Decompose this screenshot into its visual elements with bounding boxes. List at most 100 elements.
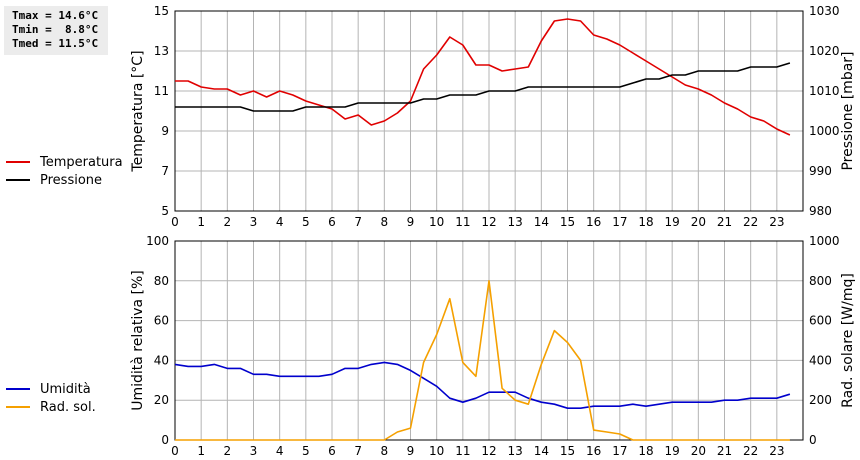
top-xtick-19: 19 [665,215,680,229]
top-ytick-9: 9 [161,124,169,138]
top-xtick-18: 18 [638,215,653,229]
bottom-xtick-14: 14 [534,444,549,458]
top-y2tick-1000: 1000 [809,124,840,138]
top-y2tick-1030: 1030 [809,4,840,18]
top-y2tick-980: 980 [809,204,832,218]
legend-label-rad: Rad. sol. [40,399,96,415]
legend-entry-pressione: Pressione [6,171,123,189]
top-ytick-11: 11 [154,84,169,98]
bottom-xtick-19: 19 [665,444,680,458]
top-xtick-11: 11 [455,215,470,229]
top-xtick-10: 10 [429,215,444,229]
top-series-pressione [175,62,791,112]
legend-entry-rad: Rad. sol. [6,398,96,416]
top-xtick-20: 20 [691,215,706,229]
top-xtick-8: 8 [381,215,389,229]
bottom-y2tick-200: 200 [809,393,832,407]
top-xtick-23: 23 [769,215,784,229]
bottom-xtick-21: 21 [717,444,732,458]
bottom-xtick-4: 4 [276,444,284,458]
legend-bottom: Umidità Rad. sol. [6,380,96,416]
bottom-xtick-5: 5 [302,444,310,458]
bottom-xtick-6: 6 [328,444,336,458]
legend-entry-temperatura: Temperatura [6,153,123,171]
top-y2label: Pressione [mbar] [840,51,856,170]
top-y2tick-990: 990 [809,164,832,178]
legend-label-pressione: Pressione [40,172,103,188]
tmed-label: Tmed = 11.5°C [12,37,99,50]
top-xtick-0: 0 [171,215,179,229]
bottom-y2tick-400: 400 [809,353,832,367]
top-xtick-3: 3 [250,215,258,229]
top-xtick-6: 6 [328,215,336,229]
top-ylabel: Temperatura [°C] [130,50,146,172]
top-y2tick-1010: 1010 [809,84,840,98]
top-ytick-13: 13 [154,44,169,58]
top-xtick-5: 5 [302,215,310,229]
bottom-y2label: Rad. solare [W/mq] [840,273,856,408]
legend-label-umidita: Umidità [40,381,91,397]
bottom-ytick-80: 80 [154,274,169,288]
bottom-xtick-22: 22 [743,444,758,458]
bottom-ytick-20: 20 [154,393,169,407]
bottom-xtick-20: 20 [691,444,706,458]
bottom-plot-frame [174,240,804,441]
legend-swatch-pressione [6,179,30,181]
bottom-xtick-2: 2 [224,444,232,458]
top-ytick-5: 5 [161,204,169,218]
top-xtick-13: 13 [508,215,523,229]
top-xtick-17: 17 [612,215,627,229]
bottom-xtick-13: 13 [508,444,523,458]
bottom-xtick-15: 15 [560,444,575,458]
top-plot-frame [174,10,804,212]
bottom-ylabel: Umidità relativa [%] [130,270,146,411]
top-series-temperatura [175,18,791,136]
tmax-label: Tmax = 14.6°C [12,9,99,22]
bottom-y2tick-800: 800 [809,274,832,288]
top-xtick-2: 2 [224,215,232,229]
bottom-xtick-1: 1 [197,444,205,458]
bottom-xtick-16: 16 [586,444,601,458]
legend-top: Temperatura Pressione [6,153,123,189]
top-xtick-22: 22 [743,215,758,229]
bottom-xtick-17: 17 [612,444,627,458]
bottom-xtick-7: 7 [354,444,362,458]
legend-label-temperatura: Temperatura [40,154,123,170]
top-xtick-4: 4 [276,215,284,229]
top-xtick-9: 9 [407,215,415,229]
legend-swatch-rad [6,406,30,408]
bottom-series-rad-sol [175,279,790,441]
bottom-ytick-0: 0 [161,433,169,447]
bottom-xtick-12: 12 [481,444,496,458]
bottom-xtick-18: 18 [638,444,653,458]
top-y2tick-1020: 1020 [809,44,840,58]
bottom-y2tick-600: 600 [809,314,832,328]
top-xtick-16: 16 [586,215,601,229]
bottom-y2tick-1000: 1000 [809,234,840,248]
legend-swatch-temperatura [6,161,30,163]
bottom-xtick-23: 23 [769,444,784,458]
top-xtick-7: 7 [354,215,362,229]
bottom-ytick-60: 60 [154,314,169,328]
bottom-ytick-100: 100 [146,234,169,248]
top-xtick-15: 15 [560,215,575,229]
bottom-xtick-9: 9 [407,444,415,458]
legend-entry-umidita: Umidità [6,380,96,398]
bottom-xtick-11: 11 [455,444,470,458]
stats-box: Tmax = 14.6°C Tmin = 8.8°C Tmed = 11.5°C [4,6,108,55]
bottom-ytick-40: 40 [154,353,169,367]
bottom-xtick-0: 0 [171,444,179,458]
bottom-xtick-8: 8 [381,444,389,458]
legend-swatch-umidita [6,388,30,390]
bottom-series-umidit [174,361,791,410]
bottom-xtick-3: 3 [250,444,258,458]
top-xtick-12: 12 [481,215,496,229]
top-ytick-15: 15 [154,4,169,18]
tmin-label: Tmin = 8.8°C [12,23,99,36]
bottom-xtick-10: 10 [429,444,444,458]
top-xtick-14: 14 [534,215,549,229]
top-ytick-7: 7 [161,164,169,178]
bottom-y2tick-0: 0 [809,433,817,447]
top-xtick-1: 1 [197,215,205,229]
